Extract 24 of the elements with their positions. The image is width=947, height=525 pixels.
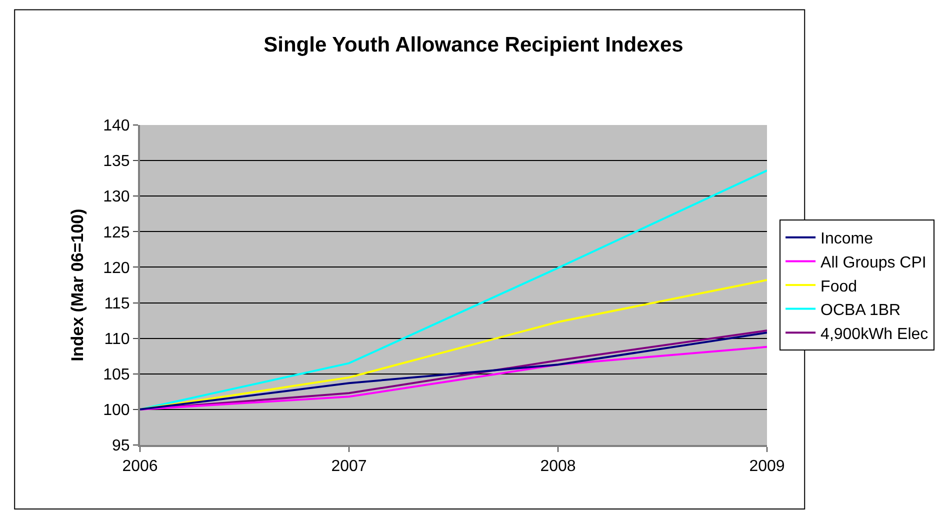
y-tick-label: 125 <box>103 224 130 242</box>
legend-label: 4,900kWh Elec <box>820 326 928 343</box>
y-tick-label: 120 <box>103 260 130 277</box>
legend-label: All Groups CPI <box>820 254 926 272</box>
x-tick-label: 2006 <box>122 458 158 476</box>
line-series <box>140 170 767 410</box>
y-tick-label: 100 <box>103 402 130 420</box>
y-tick-label: 135 <box>103 153 130 170</box>
y-tick-label: 105 <box>103 366 130 384</box>
y-tick-label: 110 <box>104 330 130 348</box>
legend-label: Income <box>820 230 874 248</box>
chart-title: Single Youth Allowance Recipient Indexes <box>264 33 684 56</box>
line-series <box>140 279 767 410</box>
legend-label: OCBA 1BR <box>820 302 901 320</box>
y-tick-label: 115 <box>104 295 130 312</box>
legend-label: Food <box>820 278 858 296</box>
y-tick-label: 140 <box>103 118 130 135</box>
x-tick-label: 2007 <box>331 458 367 476</box>
x-tick-label: 2008 <box>540 458 576 476</box>
line-series <box>140 346 767 410</box>
y-axis-title: Index (Mar 06=100) <box>68 208 88 362</box>
y-tick-label: 95 <box>112 438 130 455</box>
x-tick-label: 2009 <box>749 458 785 476</box>
y-tick-label: 130 <box>103 188 130 206</box>
